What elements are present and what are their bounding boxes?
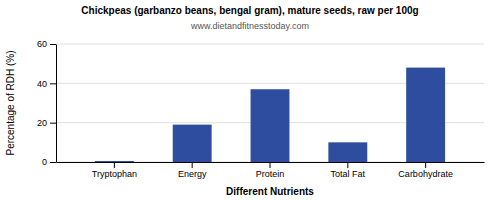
bars xyxy=(95,68,445,162)
chart-container: Chickpeas (garbanzo beans, bengal gram),… xyxy=(0,0,500,200)
tick-label: Energy xyxy=(178,169,207,179)
tick-mark xyxy=(347,162,348,168)
axis-line xyxy=(56,45,57,163)
grid xyxy=(56,44,484,162)
tick-mark xyxy=(50,162,56,163)
tick-label: 20 xyxy=(37,118,47,128)
tick-mark xyxy=(50,83,56,84)
tick-label: 60 xyxy=(37,39,47,49)
tick-mark xyxy=(425,162,426,168)
x-tick: Carbohydrate xyxy=(398,162,453,179)
x-tick: Protein xyxy=(256,162,285,179)
tick-label: Tryptophan xyxy=(92,169,137,179)
y-tick: 40 xyxy=(37,79,56,89)
tick-mark xyxy=(50,123,56,124)
tick-mark xyxy=(50,44,56,45)
y-axis: 0 20 40 60 xyxy=(37,39,57,167)
x-tick: Energy xyxy=(178,162,207,179)
tick-label: 40 xyxy=(37,79,47,89)
bar xyxy=(173,125,212,162)
tick-mark xyxy=(270,162,271,168)
x-axis-label: Different Nutrients xyxy=(226,186,314,197)
bar xyxy=(95,161,134,162)
tick-label: Total Fat xyxy=(331,169,366,179)
bar xyxy=(406,68,445,162)
subtitle: www.dietandfitnesstoday.com xyxy=(190,21,309,31)
tick-label: Protein xyxy=(256,169,285,179)
y-tick: 60 xyxy=(37,39,56,49)
title: Chickpeas (garbanzo beans, bengal gram),… xyxy=(81,5,418,16)
chart-svg: Chickpeas (garbanzo beans, bengal gram),… xyxy=(0,0,500,200)
x-tick: Tryptophan xyxy=(92,162,137,179)
bar xyxy=(328,142,367,162)
y-axis-label: Percentage of RDH (%) xyxy=(5,50,16,155)
y-tick: 0 xyxy=(42,157,56,167)
tick-mark xyxy=(192,162,193,168)
tick-mark xyxy=(114,162,115,168)
x-tick: Total Fat xyxy=(331,162,366,179)
tick-label: 0 xyxy=(42,157,47,167)
grid-line xyxy=(56,44,484,45)
y-tick: 20 xyxy=(37,118,56,128)
bar xyxy=(251,89,290,162)
x-axis: Tryptophan Energy Protein Total Fat Carbohyd… xyxy=(57,162,485,179)
tick-label: Carbohydrate xyxy=(398,169,453,179)
